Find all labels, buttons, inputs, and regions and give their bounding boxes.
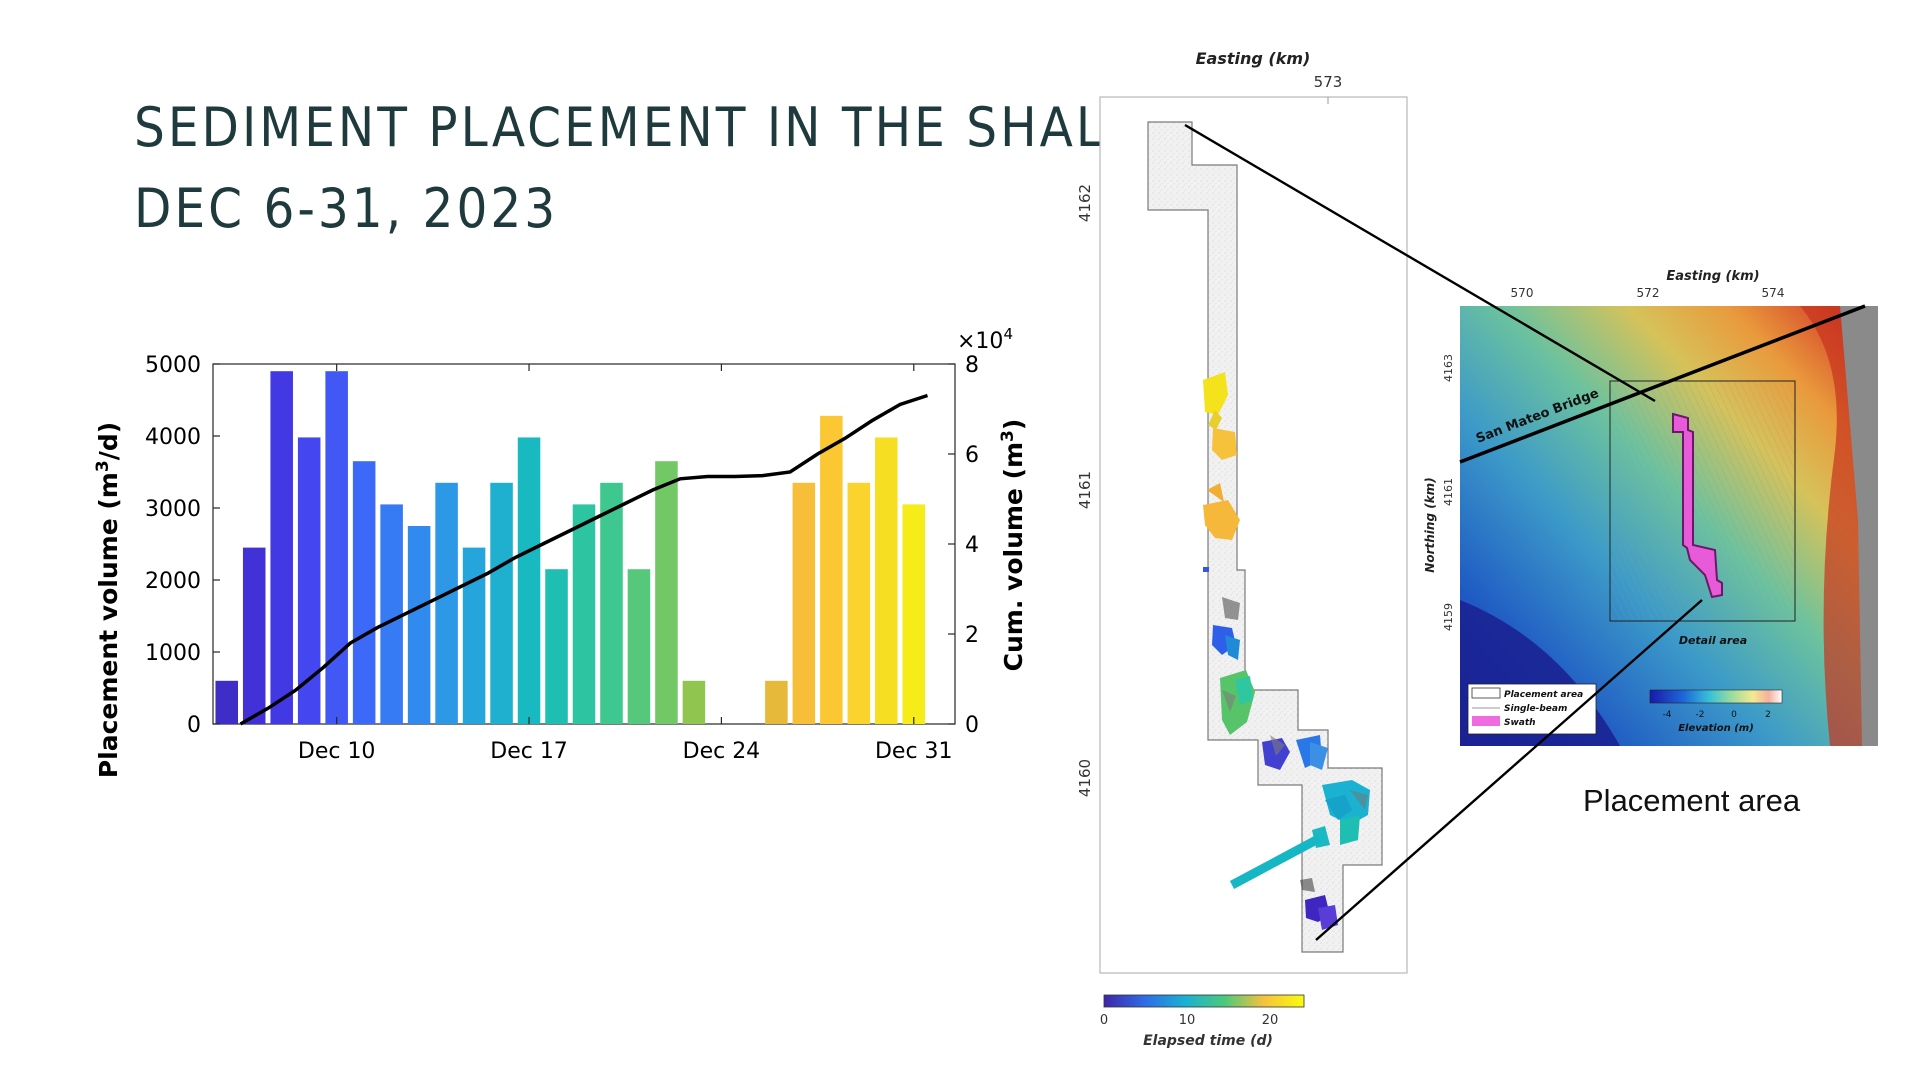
y2-tick-label-0: 0 xyxy=(965,713,979,738)
y-tick-label-1: 1000 xyxy=(145,641,201,666)
y2-tick-label-4: 8 xyxy=(965,353,979,378)
placement-patches xyxy=(1203,372,1370,930)
slide-title-line2: DEC 6-31, 2023 xyxy=(134,177,559,240)
overview-x-tick-570: 570 xyxy=(1511,286,1534,300)
elev-tick-m2: -2 xyxy=(1696,710,1705,720)
detail-x-axis-title: Easting (km) xyxy=(1196,49,1311,68)
bar-4 xyxy=(325,371,348,724)
bar-14 xyxy=(600,482,623,724)
y2-tick-label-3: 6 xyxy=(965,443,979,468)
bar-17 xyxy=(682,680,706,724)
placement-area-caption: Placement area xyxy=(1583,783,1801,818)
detail-area-label: Detail area xyxy=(1679,634,1747,647)
y2-tick-label-1: 2 xyxy=(965,623,979,648)
bar-5 xyxy=(352,461,376,724)
cumulative-volume-line xyxy=(239,393,929,726)
legend-swath: Swath xyxy=(1504,718,1536,728)
bar-1 xyxy=(242,547,266,724)
overview-x-tick-572: 572 xyxy=(1637,286,1660,300)
bar-6 xyxy=(380,504,403,724)
colorbar-tick-0: 0 xyxy=(1100,1013,1108,1028)
y-tick-label-0: 0 xyxy=(187,713,201,738)
overview-y-tick-4163: 4163 xyxy=(1442,354,1455,382)
bar-23 xyxy=(902,504,926,724)
bar-8 xyxy=(435,482,458,724)
overview-map: San Mateo Bridge Detail area Easting (km… xyxy=(1423,269,1878,746)
bar-16 xyxy=(655,461,678,724)
x-tick-label-1: Dec 17 xyxy=(490,739,568,764)
connector-bottom xyxy=(1315,599,1703,941)
bar-13 xyxy=(572,504,596,724)
legend-single-beam: Single-beam xyxy=(1504,704,1567,714)
elevation-colorbar xyxy=(1649,689,1783,704)
bar-0 xyxy=(215,680,239,724)
overview-x-tick-574: 574 xyxy=(1762,286,1785,300)
detail-x-tick: 573 xyxy=(1314,73,1343,91)
connector-top xyxy=(1184,123,1656,403)
colorbar-tick-20: 20 xyxy=(1262,1013,1279,1028)
elev-tick-0: 0 xyxy=(1731,710,1737,720)
elevation-label: Elevation (m) xyxy=(1678,723,1754,734)
bar-20 xyxy=(820,415,843,724)
overview-y-tick-4161: 4161 xyxy=(1442,478,1455,506)
shoreline-hillshade xyxy=(1840,306,1878,746)
x-tick-label-3: Dec 31 xyxy=(875,739,953,764)
detail-y-tick-1: 4162 xyxy=(1076,184,1094,222)
bar-10 xyxy=(490,482,513,724)
detail-area-box xyxy=(1609,380,1796,622)
bar-19 xyxy=(792,482,816,724)
placement-area-polygon xyxy=(1147,121,1383,953)
elev-tick-m4: -4 xyxy=(1663,710,1672,720)
y-tick-label-3: 3000 xyxy=(145,497,201,522)
y2-multiplier: ×104 xyxy=(957,325,1013,354)
elapsed-time-colorbar xyxy=(1103,994,1305,1008)
detail-map: Easting (km) 573 4162 4161 4160 xyxy=(1076,49,1408,1049)
y-axis-label: Placement volume (m3/d) xyxy=(93,422,123,778)
bar-11 xyxy=(517,437,541,724)
bar-12 xyxy=(545,569,568,724)
teal-transit-line xyxy=(1229,834,1323,889)
y2-axis-label: Cum. volume (m3) xyxy=(998,419,1028,672)
bar-15 xyxy=(627,569,651,724)
san-mateo-bridge-line xyxy=(1459,304,1866,464)
bar-3 xyxy=(297,437,321,724)
overview-y-tick-4159: 4159 xyxy=(1442,603,1455,631)
detail-y-tick-3: 4160 xyxy=(1076,759,1094,797)
bar-9 xyxy=(462,547,486,724)
overview-x-axis-title: Easting (km) xyxy=(1666,269,1759,284)
placement-chart: 0 1000 2000 3000 4000 5000 0 2 4 6 8 Dec 10 Dec 17 De… xyxy=(93,325,1028,778)
overview-legend: Placement area Single-beam Swath xyxy=(1467,683,1597,735)
elev-tick-2: 2 xyxy=(1765,710,1771,720)
y-tick-label-4: 4000 xyxy=(145,425,201,450)
bar-2 xyxy=(270,371,293,724)
y-tick-label-2: 2000 xyxy=(145,569,201,594)
swath-polygon xyxy=(1672,412,1723,599)
legend-placement-area: Placement area xyxy=(1504,690,1583,700)
x-tick-label-0: Dec 10 xyxy=(298,739,376,764)
bar-7 xyxy=(407,526,431,724)
x-tick-label-2: Dec 24 xyxy=(683,739,761,764)
y2-tick-label-2: 4 xyxy=(965,533,979,558)
colorbar-label: Elapsed time (d) xyxy=(1143,1033,1273,1049)
bar-18 xyxy=(765,680,788,724)
overview-y-axis-title: Northing (km) xyxy=(1423,477,1437,572)
bar-22 xyxy=(875,437,898,724)
detail-y-tick-2: 4161 xyxy=(1076,471,1094,509)
bar-21 xyxy=(847,482,871,724)
slide-title-line1: SEDIMENT PLACEMENT IN THE SHALLOWS xyxy=(134,96,1261,159)
colorbar-tick-10: 10 xyxy=(1179,1013,1196,1028)
y-tick-label-5: 5000 xyxy=(145,353,201,378)
